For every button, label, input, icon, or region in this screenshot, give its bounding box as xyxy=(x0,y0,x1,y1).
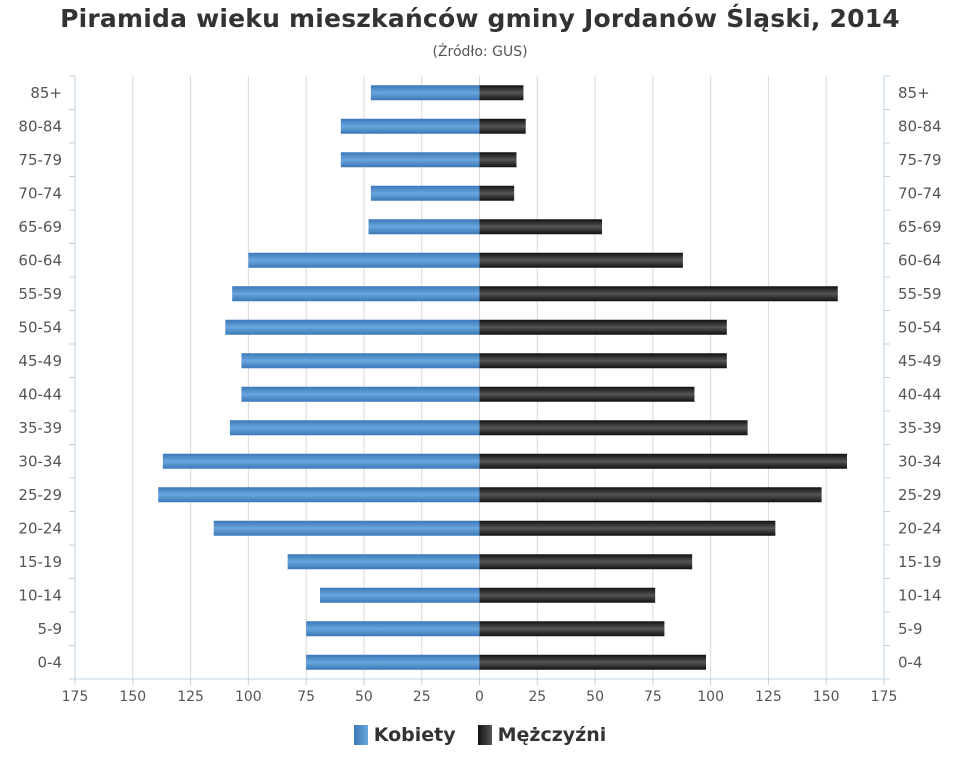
x-tick-label: 25 xyxy=(413,689,431,705)
axis-layer: 175 150 125 100 75 50 25 0 25 50 75 100 125 150 175 85+… xyxy=(18,75,942,705)
bar-kobiety xyxy=(320,587,480,603)
y-category-label-right: 15-19 xyxy=(898,553,942,571)
x-tick-label: 100 xyxy=(235,689,262,705)
y-category-label-right: 45-49 xyxy=(898,352,942,370)
legend-item-mezczyzni[interactable]: Mężczyźni xyxy=(477,724,607,746)
y-category-label-left: 65-69 xyxy=(18,218,62,236)
bar-kobiety xyxy=(368,219,480,235)
x-tick-label: 175 xyxy=(871,689,898,705)
bar-kobiety xyxy=(370,185,480,201)
y-category-label-left: 35-39 xyxy=(18,419,62,437)
x-tick-label: 25 xyxy=(528,689,546,705)
bar-kobiety xyxy=(241,353,480,369)
y-category-label-right: 60-64 xyxy=(898,251,942,269)
bar-mezczyzni xyxy=(479,621,665,637)
legend-label-kobiety: Kobiety xyxy=(373,724,456,746)
legend-item-kobiety[interactable]: Kobiety xyxy=(353,724,456,746)
y-category-label-left: 60-64 xyxy=(18,251,62,269)
bar-kobiety xyxy=(225,319,480,335)
bar-mezczyzni xyxy=(479,252,683,268)
y-category-label-right: 20-24 xyxy=(898,519,942,537)
y-category-label-left: 80-84 xyxy=(18,117,62,135)
bar-mezczyzni xyxy=(479,487,822,503)
y-category-label-left: 40-44 xyxy=(18,385,62,403)
y-category-label-right: 25-29 xyxy=(898,486,942,504)
y-category-label-left: 75-79 xyxy=(18,151,62,169)
bar-mezczyzni xyxy=(479,319,727,335)
y-category-label-left: 85+ xyxy=(30,84,62,102)
y-category-label-right: 55-59 xyxy=(898,285,942,303)
bar-mezczyzni xyxy=(479,353,727,369)
y-category-label-right: 35-39 xyxy=(898,419,942,437)
x-tick-label: 50 xyxy=(586,689,604,705)
x-tick-label: 50 xyxy=(355,689,373,705)
bar-kobiety xyxy=(248,252,480,268)
bar-mezczyzni xyxy=(479,654,707,670)
chart-title: Piramida wieku mieszkańców gminy Jordanó… xyxy=(60,4,900,33)
chart-subtitle: (Źródło: GUS) xyxy=(432,44,528,60)
y-category-label-left: 5-9 xyxy=(38,620,63,638)
bar-kobiety xyxy=(306,621,480,637)
bar-kobiety xyxy=(370,85,480,101)
bar-kobiety xyxy=(340,152,480,168)
y-category-label-left: 0-4 xyxy=(38,653,63,671)
bar-mezczyzni xyxy=(479,152,517,168)
legend-swatch-kobiety xyxy=(353,725,368,745)
x-tick-label: 0 xyxy=(475,689,484,705)
bar-kobiety xyxy=(306,654,480,670)
y-category-label-right: 5-9 xyxy=(898,620,923,638)
x-tick-label: 150 xyxy=(813,689,840,705)
x-tick-label: 150 xyxy=(119,689,146,705)
bar-mezczyzni xyxy=(479,185,515,201)
y-category-label-right: 50-54 xyxy=(898,318,942,336)
legend-label-mezczyzni: Mężczyźni xyxy=(497,724,607,746)
bar-mezczyzni xyxy=(479,219,603,235)
y-category-label-right: 0-4 xyxy=(898,653,923,671)
x-tick-label: 175 xyxy=(62,689,89,705)
y-category-label-left: 45-49 xyxy=(18,352,62,370)
bar-mezczyzni xyxy=(479,520,776,536)
bar-kobiety xyxy=(229,420,480,436)
y-category-label-right: 30-34 xyxy=(898,452,942,470)
y-category-label-right: 85+ xyxy=(898,84,930,102)
bar-mezczyzni xyxy=(479,453,848,469)
bar-mezczyzni xyxy=(479,420,748,436)
y-category-label-right: 40-44 xyxy=(898,385,942,403)
bar-mezczyzni xyxy=(479,85,524,101)
bar-layer xyxy=(158,85,848,670)
x-tick-label: 75 xyxy=(644,689,662,705)
y-category-label-right: 10-14 xyxy=(898,586,942,604)
bar-kobiety xyxy=(213,520,480,536)
x-tick-label: 100 xyxy=(697,689,724,705)
y-category-label-left: 55-59 xyxy=(18,285,62,303)
y-category-label-right: 65-69 xyxy=(898,218,942,236)
y-category-label-left: 15-19 xyxy=(18,553,62,571)
y-category-label-left: 20-24 xyxy=(18,519,62,537)
bar-kobiety xyxy=(158,487,480,503)
bar-mezczyzni xyxy=(479,118,526,134)
bar-kobiety xyxy=(232,286,480,302)
y-category-label-left: 10-14 xyxy=(18,586,62,604)
x-tick-label: 125 xyxy=(755,689,782,705)
bar-kobiety xyxy=(287,554,480,570)
legend-swatch-mezczyzni xyxy=(477,725,492,745)
bar-mezczyzni xyxy=(479,554,693,570)
bar-mezczyzni xyxy=(479,386,695,402)
x-tick-label: 125 xyxy=(177,689,204,705)
y-category-label-left: 50-54 xyxy=(18,318,62,336)
bar-kobiety xyxy=(162,453,480,469)
bar-mezczyzni xyxy=(479,286,838,302)
y-category-label-right: 80-84 xyxy=(898,117,942,135)
x-tick-label: 75 xyxy=(297,689,315,705)
bar-mezczyzni xyxy=(479,587,656,603)
bar-kobiety xyxy=(340,118,480,134)
y-category-label-left: 70-74 xyxy=(18,184,62,202)
y-category-label-left: 30-34 xyxy=(18,452,62,470)
y-category-label-right: 75-79 xyxy=(898,151,942,169)
y-category-label-right: 70-74 xyxy=(898,184,942,202)
bar-kobiety xyxy=(241,386,480,402)
y-category-label-left: 25-29 xyxy=(18,486,62,504)
chart-legend: Kobiety Mężczyźni xyxy=(0,724,960,746)
